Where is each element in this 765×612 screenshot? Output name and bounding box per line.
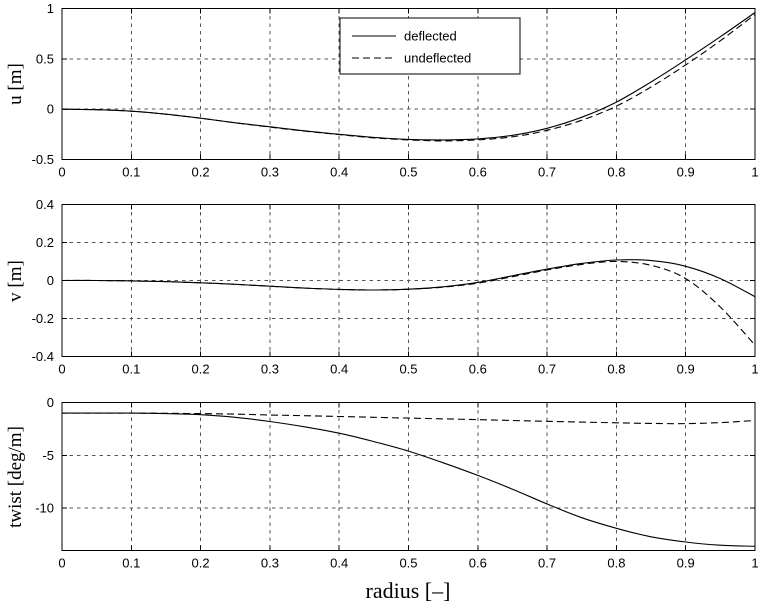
x-tick-label: 0 xyxy=(58,362,65,377)
x-tick-label: 0.5 xyxy=(399,556,417,571)
y-tick-label: -0.2 xyxy=(32,311,54,326)
x-tick-label: 0.3 xyxy=(261,165,279,180)
legend-label: undeflected xyxy=(404,51,471,66)
x-tick-label: 0.4 xyxy=(330,556,348,571)
y-tick-label: 0.2 xyxy=(36,235,54,250)
y-tick-label: -0.4 xyxy=(32,349,54,364)
subplot-v: 0 0.1 0.2 0.3 0.4 0.5 0.6 0.7 0.8 0.9 1 0.4 0.2 0 -0.2… xyxy=(32,197,759,377)
subplot-u: 0 0.1 0.2 0.3 0.4 0.5 0.6 0.7 0.8 0.9 1 1 0.5 0 -0.5 de… xyxy=(32,1,759,180)
x-tick-label: 0.2 xyxy=(192,362,210,377)
x-tick-label: 0.2 xyxy=(192,556,210,571)
x-tick-label: 0.2 xyxy=(192,165,210,180)
y-axis-title-v: v [m] xyxy=(5,260,26,302)
x-tick-label: 1 xyxy=(751,362,758,377)
x-tick-label: 0.4 xyxy=(330,362,348,377)
x-tick-label: 0.3 xyxy=(261,556,279,571)
x-tick-label: 0 xyxy=(58,165,65,180)
y-axis-title-u: u [m] xyxy=(5,63,26,105)
y-tick-label: 0.5 xyxy=(36,51,54,66)
y-tick-label: -0.5 xyxy=(32,152,54,167)
x-tick-label: 0.9 xyxy=(677,362,695,377)
x-tick-label: 0.8 xyxy=(607,362,625,377)
series-undeflected-line xyxy=(61,412,756,425)
x-tick-label: 0.4 xyxy=(330,165,348,180)
y-tick-label: 0.4 xyxy=(36,197,54,212)
y-tick-label: 0 xyxy=(47,273,54,288)
x-tick-label: 0.1 xyxy=(122,362,140,377)
x-tick-label: 0.8 xyxy=(607,165,625,180)
x-tick-label: 0.7 xyxy=(538,362,556,377)
x-tick-label: 0.7 xyxy=(538,165,556,180)
axes-border xyxy=(61,401,756,552)
x-tick-label: 0.9 xyxy=(677,556,695,571)
y-axis-title-twist: twist [deg/m] xyxy=(5,426,26,528)
y-tick-label: 0 xyxy=(47,395,54,410)
x-tick-label: 0.9 xyxy=(677,165,695,180)
x-tick-label: 0.1 xyxy=(122,165,140,180)
y-tick-label: 0 xyxy=(47,102,54,117)
x-tick-label: 1 xyxy=(751,165,758,180)
x-tick-label: 0.8 xyxy=(607,556,625,571)
x-tick-label: 0.6 xyxy=(469,556,487,571)
x-tick-label: 0.3 xyxy=(261,362,279,377)
series-undeflected-line xyxy=(61,260,756,346)
x-tick-label: 0.6 xyxy=(469,362,487,377)
x-tick-label: 1 xyxy=(751,556,758,571)
x-tick-label: 0.6 xyxy=(469,165,487,180)
x-tick-label: 0.1 xyxy=(122,556,140,571)
x-tick-label: 0.5 xyxy=(399,362,417,377)
legend-label: deflected xyxy=(404,29,457,44)
legend xyxy=(339,17,521,75)
subplot-twist: 0 0.1 0.2 0.3 0.4 0.5 0.6 0.7 0.8 0.9 1 0 -5 -10 xyxy=(35,395,758,571)
y-tick-label: 1 xyxy=(47,1,54,16)
y-tick-label: -5 xyxy=(42,448,54,463)
x-tick-label: 0 xyxy=(58,556,65,571)
y-tick-label: -10 xyxy=(35,501,54,516)
x-tick-label: 0.5 xyxy=(399,165,417,180)
x-tick-label: 0.7 xyxy=(538,556,556,571)
x-axis-title: radius [–] xyxy=(365,578,451,603)
series-undeflected-line xyxy=(61,14,756,142)
